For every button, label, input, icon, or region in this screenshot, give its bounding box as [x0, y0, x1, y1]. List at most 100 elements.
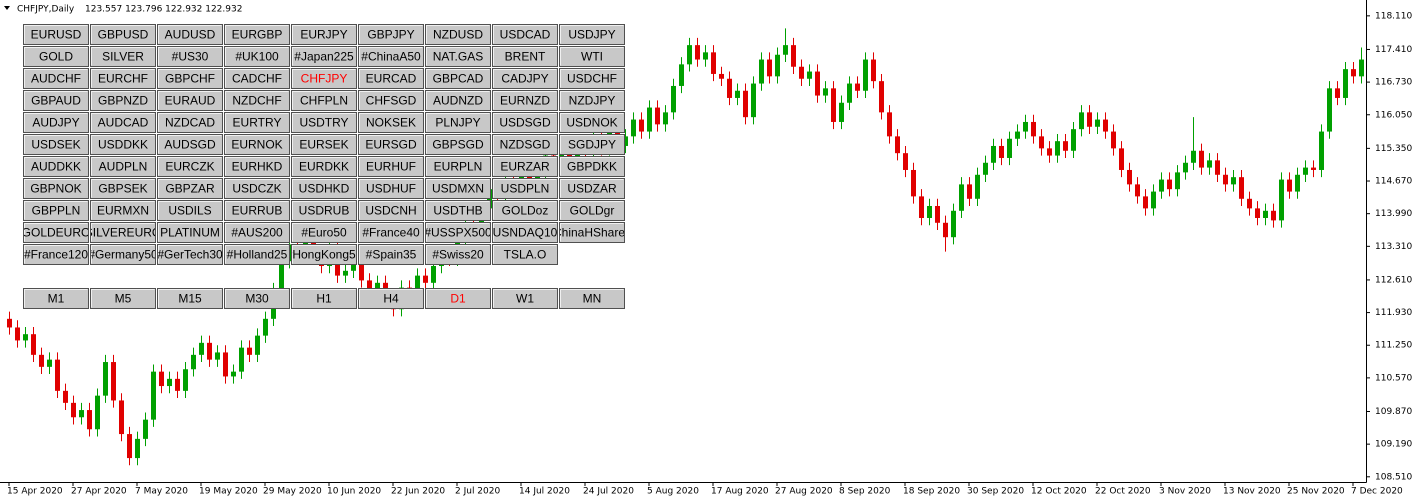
- button-label[interactable]: AUDCHF: [31, 72, 81, 86]
- button-label[interactable]: AUDNZD: [433, 94, 483, 108]
- button-label[interactable]: #Germany50: [88, 248, 158, 262]
- button-label[interactable]: CADJPY: [501, 72, 548, 86]
- button-face[interactable]: [559, 46, 625, 67]
- button[interactable]: AUDPLN: [90, 156, 156, 177]
- button-label[interactable]: GBPCAD: [433, 72, 484, 86]
- button-label[interactable]: EURMXN: [97, 204, 149, 218]
- button-label[interactable]: EURCHF: [98, 72, 148, 86]
- button-face[interactable]: [358, 112, 424, 133]
- button-face[interactable]: [157, 156, 223, 177]
- button-label[interactable]: CADCHF: [232, 72, 282, 86]
- button-face[interactable]: [559, 178, 625, 199]
- button[interactable]: #AUS200: [224, 222, 290, 243]
- button-label[interactable]: EURNZD: [500, 94, 550, 108]
- button-face[interactable]: [90, 156, 156, 177]
- button-label[interactable]: TSLA.O: [504, 248, 547, 262]
- button-label[interactable]: EURPLN: [434, 160, 483, 174]
- button-label[interactable]: NZDCAD: [165, 116, 215, 130]
- button[interactable]: USDSEK: [23, 134, 89, 155]
- button[interactable]: NAT.GAS: [425, 46, 491, 67]
- button-label[interactable]: AUDPLN: [99, 160, 148, 174]
- button-face[interactable]: [157, 90, 223, 111]
- button-face[interactable]: [90, 178, 156, 199]
- button-label[interactable]: EURSGD: [365, 138, 417, 152]
- button-face[interactable]: [291, 244, 357, 265]
- button-label[interactable]: EURRUB: [232, 204, 283, 218]
- button-label[interactable]: GBPUSD: [98, 28, 149, 42]
- button[interactable]: WTI: [559, 46, 625, 67]
- button-label[interactable]: PLATINUM: [160, 226, 220, 240]
- button[interactable]: USDPLN: [492, 178, 558, 199]
- button-label[interactable]: EURDKK: [299, 160, 349, 174]
- button[interactable]: AUDDKK: [23, 156, 89, 177]
- button-label[interactable]: USDCNH: [365, 204, 416, 218]
- button-face[interactable]: [23, 178, 89, 199]
- button[interactable]: EURHKD: [224, 156, 290, 177]
- button[interactable]: EURZAR: [492, 156, 558, 177]
- button-face[interactable]: [157, 244, 223, 265]
- button-face[interactable]: [358, 244, 424, 265]
- button[interactable]: M30: [224, 288, 290, 309]
- button-label[interactable]: GBPJPY: [367, 28, 414, 42]
- button-label[interactable]: USDMXN: [432, 182, 484, 196]
- button-label[interactable]: #Spain35: [366, 248, 417, 262]
- button-label[interactable]: USDJPY: [568, 28, 615, 42]
- button[interactable]: EURGBP: [224, 24, 290, 45]
- button-face[interactable]: [23, 112, 89, 133]
- button-label[interactable]: EURNOK: [231, 138, 282, 152]
- button-face[interactable]: [224, 178, 290, 199]
- button-label[interactable]: W1: [516, 292, 534, 306]
- button[interactable]: ChinaHShares: [553, 222, 631, 243]
- button[interactable]: #Germany50: [88, 244, 158, 265]
- button-label[interactable]: GBPNOK: [30, 182, 81, 196]
- button-label[interactable]: #Japan225: [294, 50, 354, 64]
- button-face[interactable]: [90, 24, 156, 45]
- button-label[interactable]: EURSEK: [299, 138, 348, 152]
- button[interactable]: GOLDgr: [559, 200, 625, 221]
- button-face[interactable]: [358, 134, 424, 155]
- button[interactable]: GOLDoz: [492, 200, 558, 221]
- button[interactable]: GBPNOK: [23, 178, 89, 199]
- button[interactable]: EURRUB: [224, 200, 290, 221]
- button[interactable]: AUDCAD: [90, 112, 156, 133]
- button-label[interactable]: SILVER: [102, 50, 144, 64]
- button-label[interactable]: #HongKong50: [286, 248, 363, 262]
- button-label[interactable]: PLNJPY: [435, 116, 480, 130]
- button[interactable]: EURTRY: [224, 112, 290, 133]
- button[interactable]: D1: [425, 288, 491, 309]
- button-face[interactable]: [291, 112, 357, 133]
- button-face[interactable]: [291, 134, 357, 155]
- button-face[interactable]: [90, 90, 156, 111]
- button-face[interactable]: [559, 24, 625, 45]
- button-face[interactable]: [492, 288, 558, 309]
- button-face[interactable]: [23, 90, 89, 111]
- button[interactable]: USDZAR: [559, 178, 625, 199]
- button-face[interactable]: [559, 156, 625, 177]
- button-face[interactable]: [358, 178, 424, 199]
- button-label[interactable]: USDRUB: [299, 204, 350, 218]
- button-label[interactable]: #USSPX500: [424, 226, 492, 240]
- button-label[interactable]: NZDCHF: [232, 94, 281, 108]
- button-label[interactable]: EURZAR: [500, 160, 550, 174]
- button-label[interactable]: USDSEK: [31, 138, 80, 152]
- button-label[interactable]: GOLDoz: [502, 204, 549, 218]
- button-face[interactable]: [492, 112, 558, 133]
- button[interactable]: NZDCHF: [224, 90, 290, 111]
- button[interactable]: USDTRY: [291, 112, 357, 133]
- button-face[interactable]: [90, 200, 156, 221]
- button-label[interactable]: USDDKK: [98, 138, 148, 152]
- button-face[interactable]: [559, 288, 625, 309]
- button-face[interactable]: [425, 24, 491, 45]
- button-label[interactable]: MN: [583, 292, 602, 306]
- button-label[interactable]: NZDSGD: [500, 138, 551, 152]
- button[interactable]: #France40: [358, 222, 424, 243]
- button-face[interactable]: [425, 222, 491, 243]
- button[interactable]: USDSGD: [492, 112, 558, 133]
- button-label[interactable]: USDILS: [168, 204, 211, 218]
- button-label[interactable]: M30: [245, 292, 269, 306]
- button-label[interactable]: EURHKD: [232, 160, 283, 174]
- button[interactable]: M15: [157, 288, 223, 309]
- button[interactable]: #USNDAQ100: [486, 222, 564, 243]
- button-face[interactable]: [90, 68, 156, 89]
- button[interactable]: USDCZK: [224, 178, 290, 199]
